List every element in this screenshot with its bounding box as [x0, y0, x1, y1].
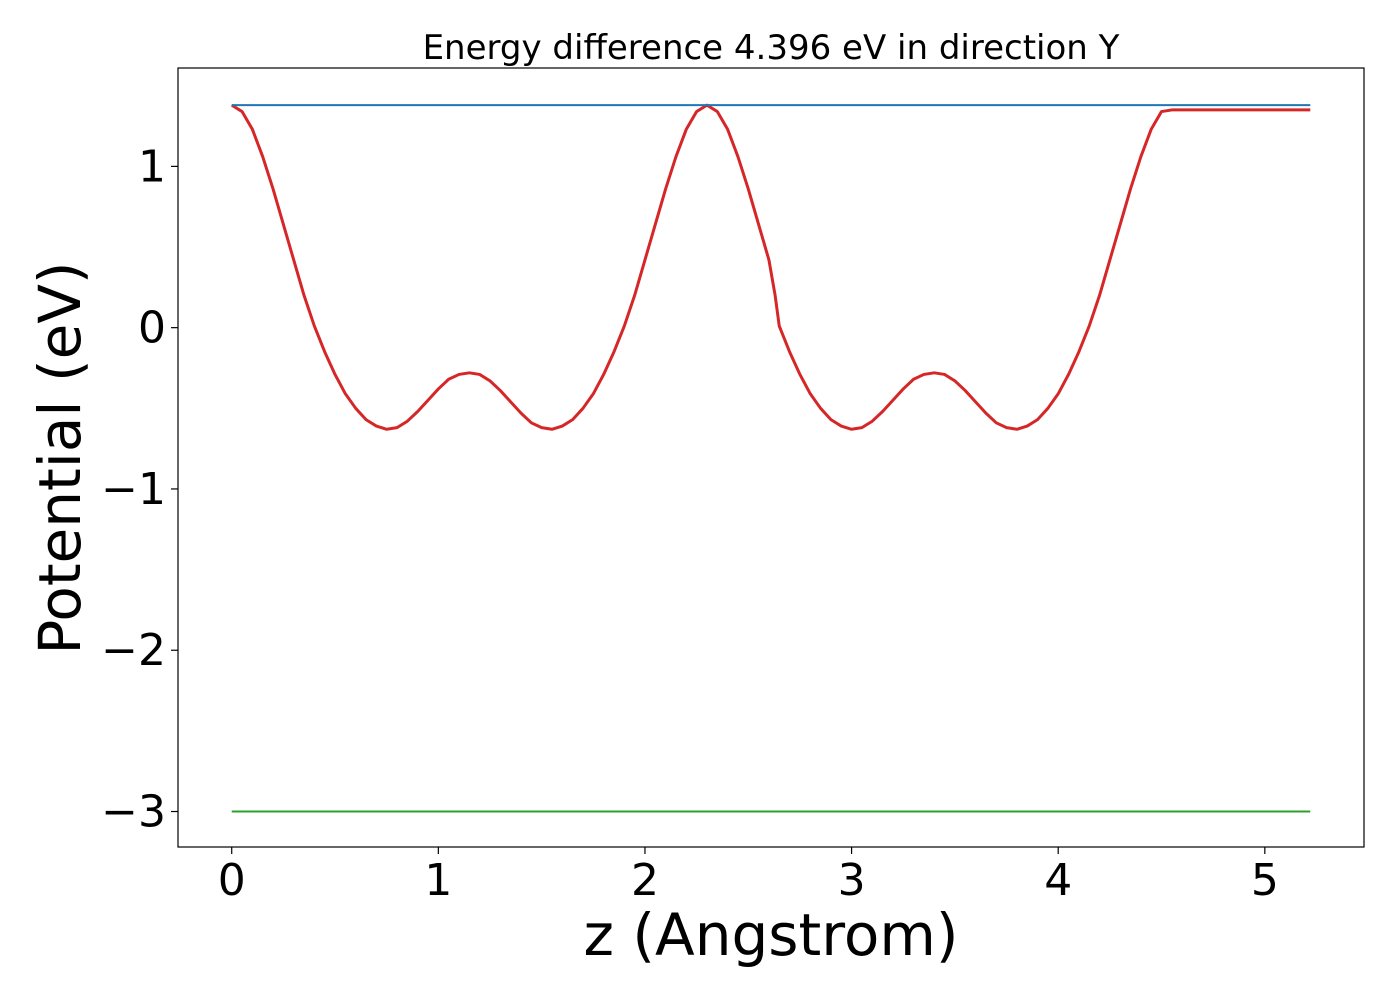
- y-tick-label: 0: [138, 303, 166, 354]
- x-tick-label: 1: [424, 855, 452, 906]
- y-tick-label: −1: [101, 464, 166, 515]
- series-line-potential: [230, 103, 1311, 431]
- x-tick-label: 4: [1044, 855, 1072, 906]
- y-tick-label: −3: [101, 787, 166, 838]
- y-tick-label: 1: [138, 141, 166, 192]
- y-tick-label: −2: [101, 625, 166, 676]
- plot-area: [177, 67, 1365, 848]
- x-tick-label: 5: [1251, 855, 1279, 906]
- y-axis-label: Potential (eV): [26, 261, 94, 654]
- series-layer: [230, 103, 1311, 813]
- x-tick-label: 0: [218, 855, 246, 906]
- y-axis-ticks: −3 −2 −1 0 1: [101, 141, 178, 838]
- x-axis-ticks: 0 1 2 3 4 5: [218, 847, 1279, 906]
- x-axis-label: z (Angstrom): [584, 901, 959, 969]
- x-tick-label: 2: [631, 855, 659, 906]
- x-tick-label: 3: [838, 855, 866, 906]
- chart-title: Energy difference 4.396 eV in direction …: [423, 28, 1120, 68]
